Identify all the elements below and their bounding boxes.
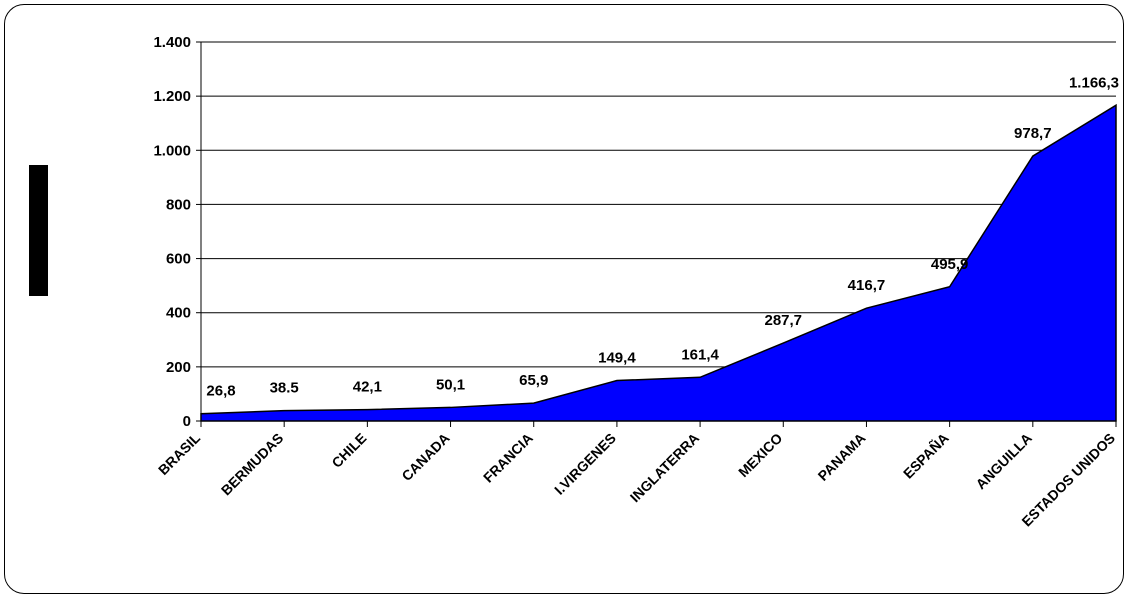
- y-tick-label: 600: [166, 251, 191, 268]
- x-tick-label: BRASIL: [155, 430, 203, 478]
- y-tick-label: 1.000: [153, 142, 191, 159]
- x-tick-label: CANADA: [398, 430, 452, 484]
- data-label: 149,4: [598, 350, 636, 367]
- black-marker: [29, 165, 48, 296]
- y-tick-label: 1.400: [153, 34, 191, 51]
- y-tick-label: 200: [166, 359, 191, 376]
- y-tick-label: 0: [183, 413, 191, 430]
- y-tick-label: 800: [166, 196, 191, 213]
- x-tick-label: BERMUDAS: [218, 430, 287, 499]
- data-label: 978,7: [1014, 125, 1052, 142]
- y-tick-label: 400: [166, 305, 191, 322]
- data-label: 42,1: [353, 379, 382, 396]
- axes: [200, 42, 1116, 422]
- area-series: [200, 103, 1117, 422]
- y-axis-ticks: 0 200 400 600 800 1.000 1.200 1.400: [153, 34, 201, 430]
- x-tick-label: ESTADOS UNIDOS: [1018, 430, 1118, 530]
- x-tick-label: CHILE: [328, 430, 369, 471]
- x-tick-label: ANGUILLA: [972, 430, 1034, 492]
- x-tick-label: INGLATERRA: [627, 430, 702, 505]
- x-axis-ticks: BRASIL BERMUDAS CHILE CANADA FRANCIA I.VIRGEN…: [155, 421, 1118, 529]
- x-tick-label: MEXICO: [735, 430, 785, 480]
- data-label: 287,7: [764, 312, 802, 329]
- gridlines: [201, 41, 1116, 368]
- x-tick-label: FRANCIA: [480, 430, 536, 486]
- data-label: 1.166,3: [1069, 74, 1119, 91]
- data-label: 26,8: [206, 383, 235, 400]
- data-label: 495,9: [931, 256, 969, 273]
- x-tick-label: ESPAÑA: [899, 429, 952, 482]
- y-tick-label: 1.200: [153, 88, 191, 105]
- data-label: 50,1: [436, 376, 465, 393]
- x-tick-label: I.VIRGENES: [551, 430, 619, 498]
- data-labels: 26,8 38.5 42,1 50,1 65,9 149,4 161,4 287,7 416,7…: [206, 74, 1119, 399]
- data-label: 161,4: [681, 346, 719, 363]
- data-label: 65,9: [519, 372, 548, 389]
- x-tick-label: PANAMA: [815, 430, 869, 484]
- area-fill: [200, 103, 1117, 422]
- data-label: 38.5: [270, 380, 299, 397]
- data-label: 416,7: [848, 277, 886, 294]
